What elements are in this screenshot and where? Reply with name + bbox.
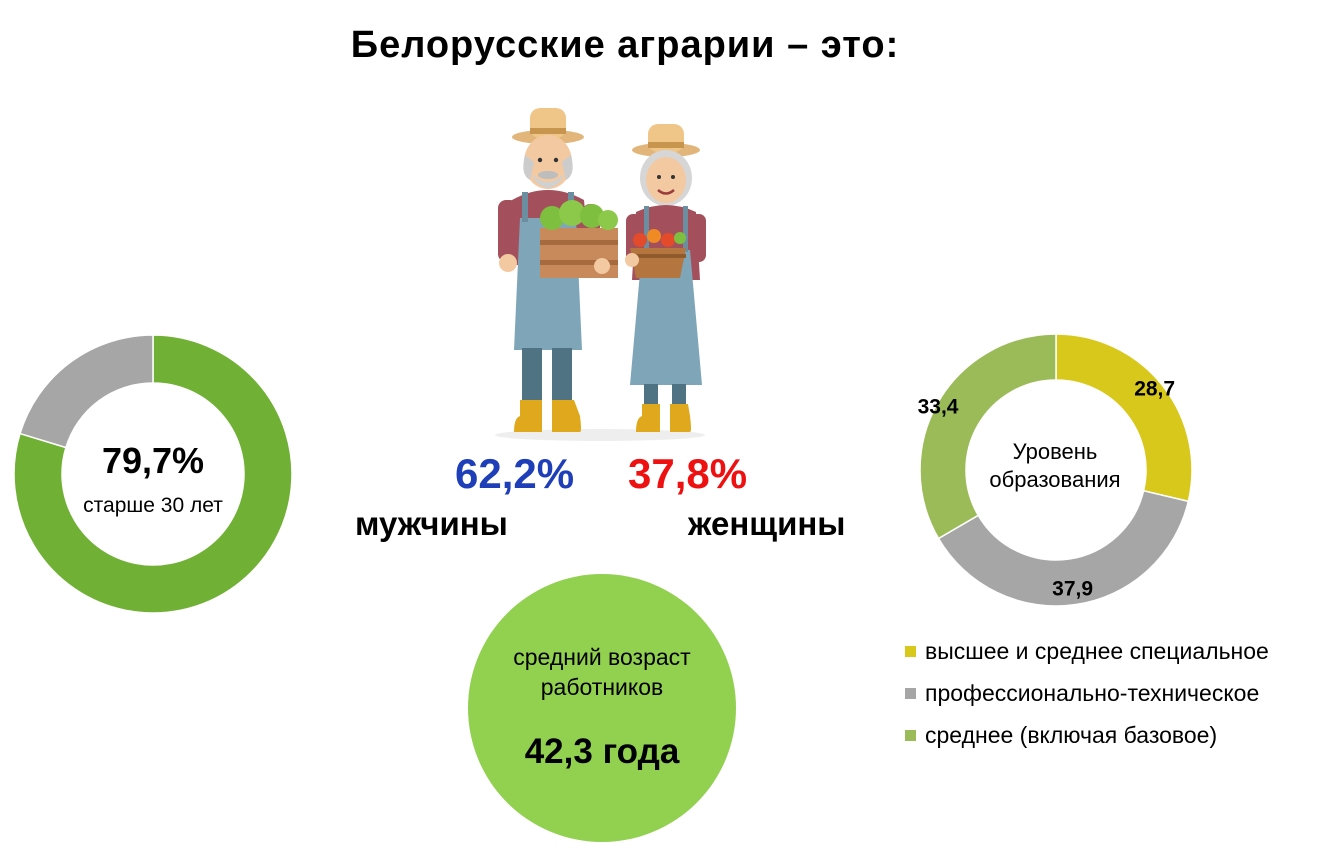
farmers-illustration [495, 108, 706, 441]
education-center-label: Уровень образования [989, 439, 1121, 492]
legend-item-higher: высшее и среднее специальное [905, 630, 1269, 672]
average-age-caption: средний возраст работников [513, 644, 691, 700]
age-slice-other [19, 334, 154, 449]
women-label: женщины [688, 505, 846, 542]
age-donut-chart [13, 334, 293, 614]
legend-label-secondary: среднее (включая базовое) [925, 721, 1218, 748]
age-donut-caption: старше 30 лет [83, 494, 223, 517]
average-age-circle: средний возраст работников 42,3 года [468, 574, 736, 842]
men-label: мужчины [355, 505, 508, 542]
average-age-value: 42,3 года [524, 732, 680, 771]
edu-slice-higher-label: 28,7 [1134, 377, 1175, 400]
edu-slice-vocational-label: 37,9 [1052, 577, 1093, 600]
edu-slice-secondary-label: 33,4 [918, 395, 959, 418]
edu-slice-secondary [919, 333, 1057, 540]
legend-label-higher: высшее и среднее специальное [925, 637, 1269, 664]
age-donut-value: 79,7% [101, 440, 205, 481]
legend-swatch-higher [905, 645, 916, 657]
education-legend: высшее и среднее специальное профессиона… [905, 630, 1269, 756]
legend-label-vocational: профессионально-техническое [925, 679, 1260, 706]
legend-swatch-vocational [905, 687, 916, 699]
education-donut-chart: 28,7 37,9 33,4 [918, 333, 1193, 607]
age-slice-over-30 [13, 334, 293, 614]
page-title: Белорусские аграрии – это: [350, 24, 900, 66]
woman-farmer-figure [625, 124, 706, 432]
men-percentage: 62,2% [455, 450, 575, 497]
man-farmer-figure [498, 108, 618, 432]
edu-slice-higher [1055, 333, 1193, 503]
legend-swatch-secondary [905, 729, 916, 741]
legend-item-vocational: профессионально-техническое [905, 672, 1269, 714]
age-donut-center: 79,7% старше 30 лет [41, 440, 265, 518]
edu-slice-vocational [937, 489, 1190, 607]
legend-item-secondary: среднее (включая базовое) [905, 714, 1269, 756]
women-percentage: 37,8% [628, 450, 748, 497]
